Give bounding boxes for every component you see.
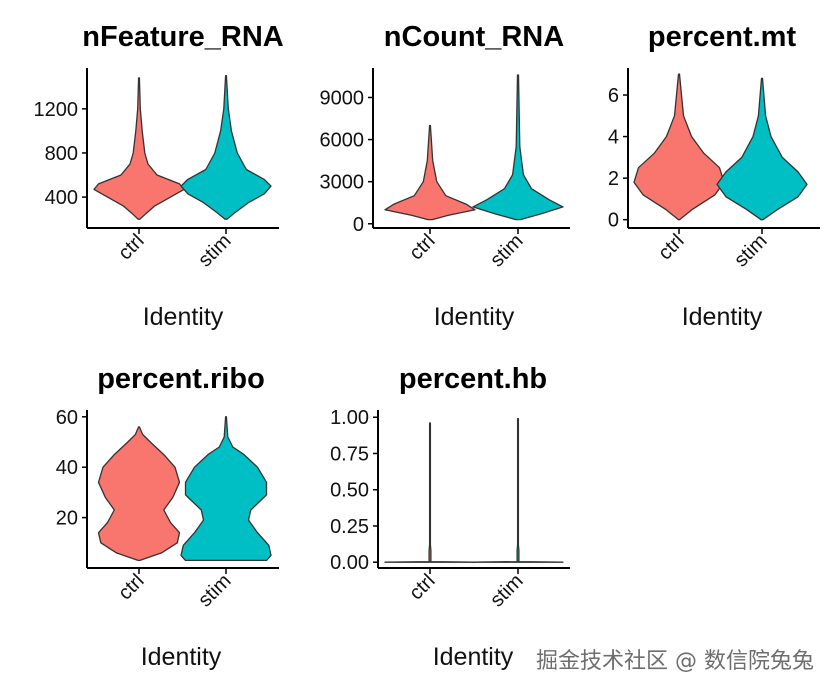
- violin-stim: [180, 416, 272, 562]
- watermark: 掘金技术社区 @ 数信院兔兔: [536, 649, 814, 674]
- y-tick-label: 0.75: [330, 443, 369, 465]
- x-tick-label: stim: [194, 230, 235, 271]
- y-tick-label: 0: [608, 210, 619, 232]
- y-tick-label: 4: [608, 127, 619, 149]
- violin-stim: [472, 74, 564, 221]
- panel-title: percent.ribo: [97, 363, 265, 395]
- y-tick-label: 1200: [34, 99, 79, 121]
- x-tick-label: stim: [486, 570, 527, 611]
- y-tick-label: 0.00: [330, 552, 369, 574]
- y-tick-label: 400: [45, 187, 78, 209]
- y-tick-label: 2: [608, 168, 619, 190]
- y-tick-label: 60: [56, 407, 78, 429]
- violin-ctrl: [384, 422, 476, 563]
- violin-stim: [716, 77, 808, 221]
- y-tick-label: 40: [56, 457, 78, 479]
- violin-ctrl: [93, 77, 185, 220]
- violin-ctrl: [384, 124, 476, 221]
- panel-title: percent.hb: [399, 363, 547, 395]
- x-axis-label: Identity: [434, 303, 515, 331]
- x-axis-label: Identity: [433, 643, 514, 671]
- x-tick-label: ctrl: [405, 230, 439, 264]
- x-tick-label: stim: [194, 570, 235, 611]
- x-tick-label: stim: [730, 230, 771, 271]
- violin-stim: [472, 418, 564, 563]
- panel-title: percent.mt: [648, 21, 797, 53]
- y-tick-label: 6: [608, 85, 619, 107]
- y-tick-label: 0.25: [330, 516, 369, 538]
- x-axis-label: Identity: [143, 303, 224, 331]
- panel-title: nCount_RNA: [384, 21, 564, 53]
- x-tick-label: ctrl: [114, 230, 148, 264]
- violin-ctrl: [97, 426, 181, 562]
- x-axis-label: Identity: [682, 303, 763, 331]
- x-axis-label: Identity: [141, 643, 222, 671]
- y-tick-label: 800: [45, 143, 78, 165]
- x-tick-label: ctrl: [405, 570, 439, 604]
- y-tick-label: 9000: [320, 87, 365, 109]
- x-tick-label: stim: [486, 230, 527, 271]
- y-tick-label: 6000: [320, 130, 365, 152]
- y-tick-label: 0: [353, 214, 364, 236]
- y-tick-label: 1.00: [330, 407, 369, 429]
- violin-stim: [180, 75, 272, 220]
- y-tick-label: 3000: [320, 172, 365, 194]
- violin-ctrl: [633, 73, 725, 221]
- y-tick-label: 0.50: [330, 480, 369, 502]
- y-tick-label: 20: [56, 508, 78, 530]
- panel-title: nFeature_RNA: [82, 21, 283, 53]
- x-tick-label: ctrl: [114, 570, 148, 604]
- x-tick-label: ctrl: [654, 230, 688, 264]
